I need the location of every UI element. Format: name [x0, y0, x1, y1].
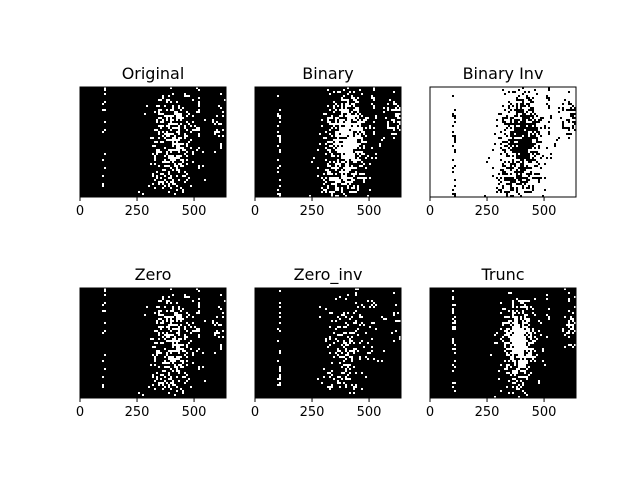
image-pixels: [452, 288, 576, 398]
x-tick-label: 250: [475, 204, 500, 219]
axes-frame: [79, 86, 227, 198]
x-tick-label: 500: [532, 405, 557, 420]
image-texture: [277, 288, 401, 394]
image-texture: [277, 87, 401, 197]
x-tick-label: 500: [182, 204, 207, 219]
image-texture: [452, 87, 576, 197]
subplot-2: Binary 0 250 500: [251, 64, 402, 219]
image-texture: [102, 87, 226, 195]
axes-frame: [429, 86, 577, 198]
subplot-5: Zero_inv 0 250 500: [251, 265, 402, 420]
x-tick-label: 0: [426, 405, 434, 420]
image-background: [255, 288, 401, 398]
x-tick-label: 500: [182, 405, 207, 420]
image-pixels: [102, 87, 226, 195]
image-background: [80, 87, 226, 197]
x-tick-label: 0: [76, 204, 84, 219]
x-tick-label: 500: [357, 204, 382, 219]
subplot-6: Trunc 0 250 500: [426, 265, 577, 420]
subplot-title: Trunc: [480, 265, 524, 284]
x-tick-label: 0: [251, 405, 259, 420]
image-pixels: [277, 87, 401, 197]
axes-frame: [429, 287, 577, 399]
image-background: [80, 288, 226, 398]
x-tick-label: 250: [300, 204, 325, 219]
subplot-1: Original 0 250 500: [76, 64, 227, 219]
subplot-title: Original: [122, 64, 185, 83]
x-tick-label: 500: [532, 204, 557, 219]
x-tick-label: 250: [125, 405, 150, 420]
image-pixels: [102, 288, 226, 396]
axes-frame: [254, 86, 402, 198]
x-tick-label: 250: [300, 405, 325, 420]
subplot-title: Binary Inv: [463, 64, 544, 83]
axes-frame: [254, 287, 402, 399]
x-tick-label: 0: [76, 405, 84, 420]
image-texture: [452, 288, 576, 398]
subplot-title: Zero: [135, 265, 172, 284]
x-tick-label: 250: [125, 204, 150, 219]
axes-frame: [79, 287, 227, 399]
image-pixels: [452, 87, 576, 197]
subplot-3: Binary Inv 0 250 500: [426, 64, 577, 219]
image-pixels: [277, 288, 401, 394]
subplot-title: Binary: [302, 64, 353, 83]
image-background: [430, 288, 576, 398]
x-tick-label: 0: [426, 204, 434, 219]
subplot-4: Zero 0 250 500: [76, 265, 227, 420]
subplot-title: Zero_inv: [294, 265, 363, 285]
x-tick-label: 0: [251, 204, 259, 219]
x-tick-label: 250: [475, 405, 500, 420]
image-texture: [102, 288, 226, 396]
x-tick-label: 500: [357, 405, 382, 420]
